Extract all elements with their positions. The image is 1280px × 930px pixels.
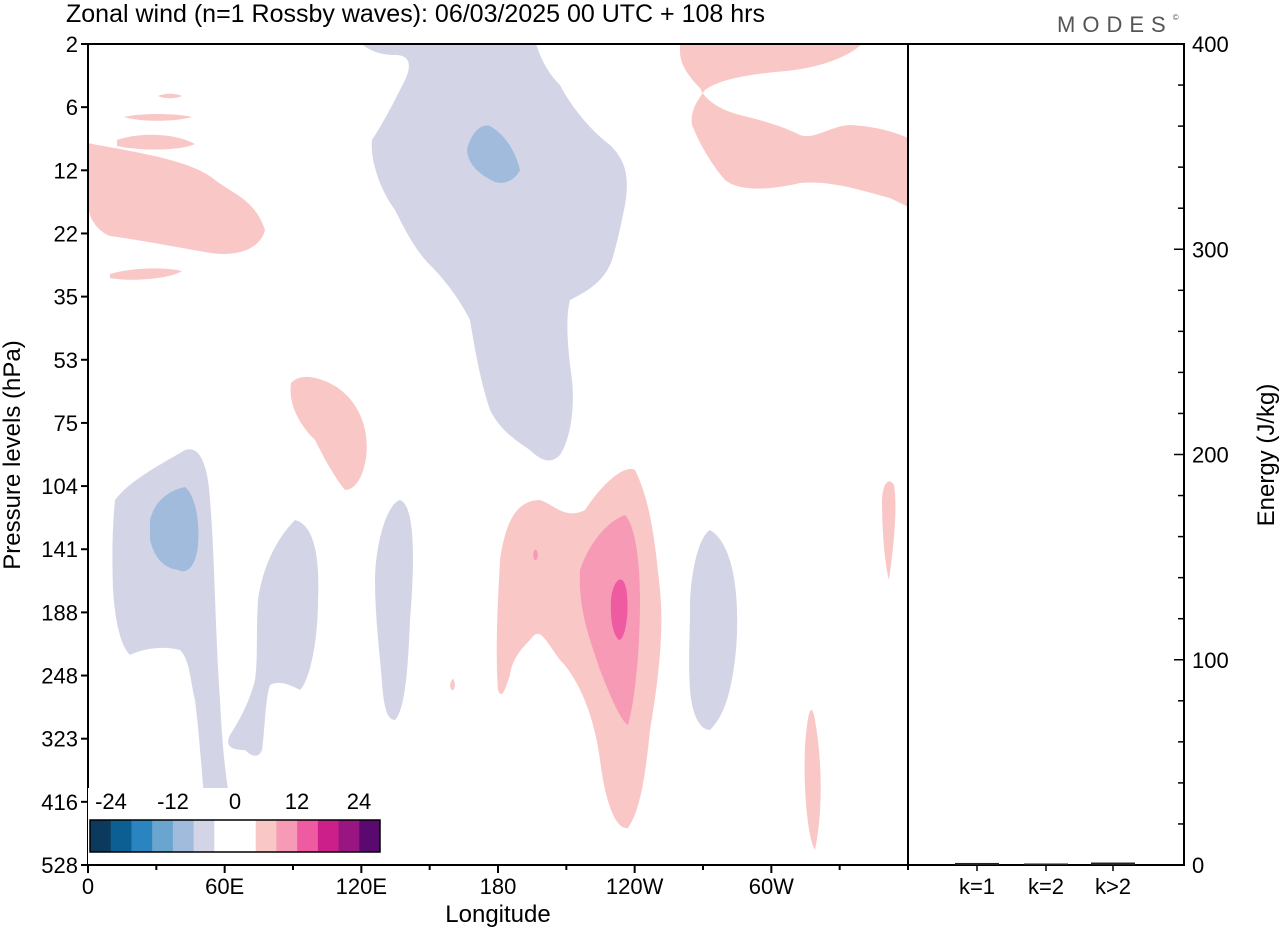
contour-positive-upper-left-strip: [117, 134, 195, 150]
contour-negative-120e: [375, 500, 413, 720]
colorbar-tick-label: -24: [95, 789, 127, 814]
colorbar-swatch: [214, 820, 236, 852]
longitude-tick-label: 60E: [205, 874, 244, 899]
pressure-tick-label: 188: [41, 600, 78, 625]
energy-tick-label: 100: [1192, 648, 1229, 673]
colorbar-swatch: [152, 820, 174, 852]
brand-mark: ©: [1173, 13, 1179, 22]
pressure-tick-label: 416: [41, 790, 78, 815]
longitude-axis: 0 60E 120E 180 120W 60W: [82, 865, 909, 899]
colorbar-swatch: [255, 820, 277, 852]
contour-negative-110w: [689, 530, 738, 730]
energy-panel-frame: [907, 43, 1185, 866]
contour-positive-22hpa-strip: [110, 268, 182, 280]
contour-negative-left-lower: [112, 449, 230, 818]
colorbar-swatch: [110, 820, 132, 852]
brand-logo: MODES©: [1057, 12, 1179, 37]
x-axis-title: Longitude: [445, 901, 550, 928]
colorbar-swatch: [297, 820, 319, 852]
colorbar-swatch: [90, 820, 112, 852]
energy-category-label: k=1: [959, 874, 995, 899]
colorbar: -24 -12 0 12 24: [88, 788, 384, 864]
energy-tick-label: 400: [1192, 32, 1229, 57]
y2-axis-title: Energy (J/kg): [1253, 384, 1280, 527]
contour-positive-small-dot: [533, 549, 538, 561]
energy-axis: 0 100 200 300 400: [1174, 32, 1229, 878]
energy-bar: [1024, 863, 1068, 865]
energy-tick-label: 0: [1192, 853, 1204, 878]
colorbar-swatch: [359, 820, 381, 852]
energy-category-label: k=2: [1028, 874, 1064, 899]
colorbar-swatch: [131, 820, 153, 852]
contour-positive-upper-left: [88, 143, 265, 254]
energy-tick-label: 300: [1192, 237, 1229, 262]
longitude-tick-label: 0: [82, 874, 94, 899]
pressure-tick-label: 75: [54, 411, 78, 436]
pressure-tick-label: 104: [41, 474, 78, 499]
pressure-tick-label: 53: [54, 348, 78, 373]
colorbar-frame: [89, 819, 381, 853]
pressure-tick-label: 528: [41, 853, 78, 878]
colorbar-swatch: [193, 820, 215, 852]
contour-positive-75hpa: [290, 376, 367, 490]
pressure-tick-label: 6: [66, 95, 78, 120]
longitude-tick-label: 120E: [336, 874, 387, 899]
contour-negative-60e: [228, 520, 319, 756]
pressure-tick-label: 323: [41, 727, 78, 752]
contour-positive-upper-right: [680, 44, 908, 207]
y-axis-title: Pressure levels (hPa): [0, 340, 26, 569]
pressure-tick-label: 141: [41, 537, 78, 562]
pressure-tick-label: 12: [54, 158, 78, 183]
contour-negative-left-core: [150, 487, 199, 572]
colorbar-swatches: [90, 820, 381, 852]
axes: 2 6 12 22 35 53 75 104 141 188 248 323 416 528 0 60E 12…: [41, 32, 1228, 899]
colorbar-swatch: [276, 820, 298, 852]
contour-negative-upper-core: [467, 125, 520, 183]
energy-bar: [955, 862, 999, 865]
contour-positive-right-upper: [882, 481, 896, 580]
energy-bars: k=1 k=2 k>2: [955, 862, 1135, 899]
brand-text: MODES: [1057, 12, 1173, 37]
pressure-tick-label: 22: [54, 221, 78, 246]
chart-title: Zonal wind (n=1 Rossby waves): 06/03/202…: [66, 0, 765, 28]
pressure-tick-label: 2: [66, 32, 78, 57]
colorbar-tick-label: -12: [157, 789, 189, 814]
pressure-tick-label: 248: [41, 664, 78, 689]
colorbar-tick-label: 24: [347, 789, 371, 814]
pressure-axis: 2 6 12 22 35 53 75 104 141 188 248 323 416 528: [41, 32, 88, 878]
longitude-tick-label: 120W: [606, 874, 664, 899]
energy-category-label: k>2: [1095, 874, 1131, 899]
energy-bar: [1091, 862, 1135, 865]
colorbar-swatch: [338, 820, 360, 852]
energy-tick-label: 200: [1192, 443, 1229, 468]
contour-positive-right-lower: [804, 709, 821, 850]
contour-positive-upper-left-thin: [124, 114, 192, 121]
contour-positive-tiny-248: [450, 679, 455, 691]
colorbar-labels: -24 -12 0 12 24: [95, 789, 371, 814]
colorbar-swatch: [172, 820, 194, 852]
contour-positive-central-core: [579, 515, 640, 725]
colorbar-tick-label: 0: [229, 789, 241, 814]
longitude-tick-label: 180: [480, 874, 517, 899]
longitude-tick-label: 60W: [749, 874, 794, 899]
colorbar-tick-label: 12: [285, 789, 309, 814]
contour-field: [88, 44, 908, 850]
pressure-tick-label: 35: [54, 285, 78, 310]
contour-positive-central-peak: [610, 579, 628, 640]
colorbar-swatch: [317, 820, 339, 852]
contour-negative-upper-central: [362, 44, 627, 461]
contour-positive-upper-left-dot: [158, 93, 182, 99]
colorbar-swatch: [235, 820, 257, 852]
